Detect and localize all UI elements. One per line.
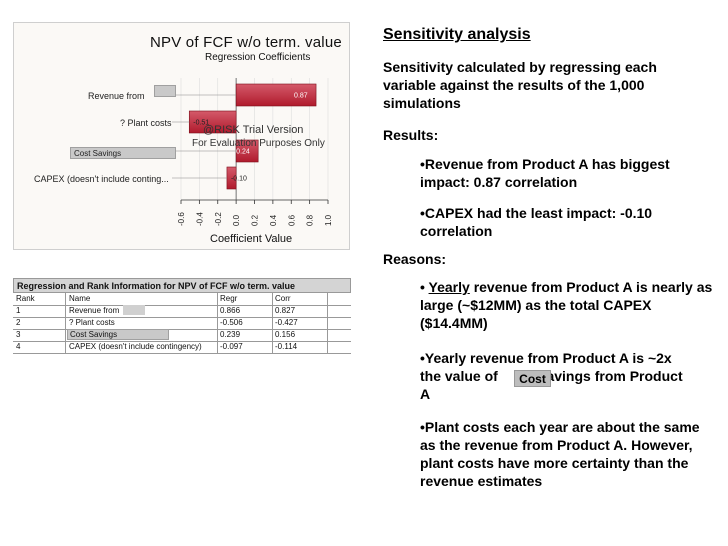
table-row: 4 CAPEX (doesn't include contingency) -0… [13, 341, 351, 354]
cell-corr: 0.827 [275, 306, 296, 315]
cost-savings-overlay: Cost Savings [70, 147, 176, 159]
column-divider [217, 293, 218, 353]
reasons-label: Reasons: [383, 251, 447, 267]
bar-value-label: 0.87 [294, 93, 308, 100]
cell-corr: -0.427 [275, 318, 298, 327]
category-label-capex: CAPEX (doesn't include conting... [34, 174, 169, 184]
bar-value-label: -0.51 [193, 120, 209, 127]
watermark-line2: For Evaluation Purposes Only [192, 138, 325, 149]
underlined-word: Yearly [428, 279, 470, 295]
cell-rank: 4 [16, 342, 21, 351]
x-tick-label: 0.2 [251, 214, 260, 226]
bullet-prefix: • [420, 279, 429, 295]
x-tick-label: -0.6 [177, 212, 186, 226]
reason-2-line-2b: savings from Product [538, 368, 683, 384]
cell-name: Revenue from [69, 306, 120, 315]
intro-text: Sensitivity calculated by regressing eac… [383, 59, 657, 111]
redaction-box [123, 305, 145, 315]
reason-2-line-3: A [420, 386, 431, 402]
column-divider [327, 293, 328, 353]
category-label-plant-costs: ? Plant costs [120, 118, 172, 128]
table-row: 1 Revenue from 0.866 0.827 [13, 305, 351, 318]
header-name: Name [69, 294, 91, 303]
cell-rank: 2 [16, 318, 21, 327]
reason-2-line-2: the value of savings from Product [420, 367, 715, 385]
table-row: 2 ? Plant costs -0.506 -0.427 [13, 317, 351, 330]
chart-title: NPV of FCF w/o term. value [150, 34, 342, 51]
x-tick-label: 0.6 [287, 214, 296, 226]
bar-value-label: 0.24 [236, 149, 250, 156]
x-axis-title: Coefficient Value [210, 233, 293, 245]
header-regr: Regr [220, 294, 238, 303]
cell-name: ? Plant costs [69, 318, 115, 327]
result-bullet-1: •Revenue from Product A has biggest impa… [420, 156, 670, 190]
header-rank: Rank [16, 294, 35, 303]
result-bullet-2: •CAPEX had the least impact: -0.10 corre… [420, 205, 653, 239]
x-tick-label: -0.4 [195, 212, 204, 226]
cell-regr: -0.097 [220, 342, 243, 351]
cell-corr: 0.156 [275, 330, 296, 339]
reason-bullet-3: •Plant costs each year are about the sam… [420, 419, 700, 489]
cell-rank: 3 [16, 330, 21, 339]
table-title: Regression and Rank Information for NPV … [13, 278, 351, 293]
cell-rank: 1 [16, 306, 21, 315]
column-divider [272, 293, 273, 353]
cell-name: CAPEX (doesn't include contingency) [69, 342, 202, 351]
slide-heading: Sensitivity analysis [383, 26, 531, 43]
results-label: Results: [383, 127, 439, 143]
column-divider [65, 293, 66, 353]
cell-regr: -0.506 [220, 318, 243, 327]
reason-bullet-1: • Yearly revenue from Product A is nearl… [420, 278, 715, 332]
cost-tag: Cost [514, 370, 551, 387]
x-tick-label: 1.0 [324, 214, 333, 226]
watermark-line1: @RISK Trial Version [203, 124, 304, 136]
x-tick-label: 0.4 [269, 214, 278, 226]
chart-frame [13, 22, 350, 250]
cell-regr: 0.239 [220, 330, 241, 339]
x-tick-label: -0.2 [214, 212, 223, 226]
redaction-box [154, 85, 176, 97]
regression-table: Regression and Rank Information for NPV … [13, 278, 351, 356]
reason-text: revenue from Product A is nearly as larg… [420, 279, 713, 331]
reason-2-line-1: •Yearly revenue from Product A is ~2x [420, 350, 672, 366]
cell-corr: -0.114 [275, 342, 298, 351]
chart-subtitle: Regression Coefficients [205, 52, 311, 63]
x-tick-label: 0.0 [232, 214, 241, 226]
cell-regr: 0.866 [220, 306, 241, 315]
cell-name: Cost Savings [67, 329, 169, 340]
bar-value-label: -0.10 [231, 176, 247, 183]
reason-bullet-2: •Yearly revenue from Product A is ~2x th… [420, 349, 715, 403]
table-header-row: Rank Name Regr Corr [13, 293, 351, 306]
header-corr: Corr [275, 294, 291, 303]
category-label-revenue: Revenue from [88, 91, 145, 101]
table-row: 3 Cost Savings 0.239 0.156 [13, 329, 351, 342]
reason-2-line-2a: the value of [420, 368, 502, 384]
x-tick-label: 0.8 [306, 214, 315, 226]
